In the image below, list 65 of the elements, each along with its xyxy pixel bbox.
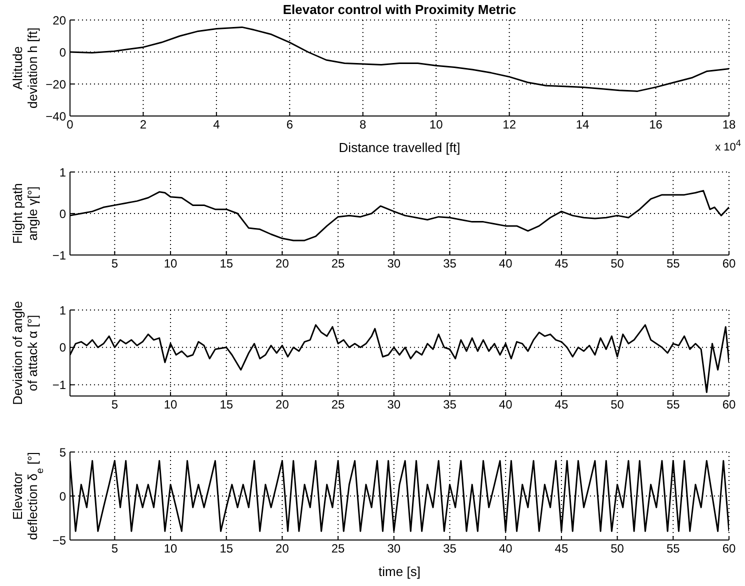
x-tick-label: 45 [554,542,568,556]
text: x 10$^{4}$ [715,138,741,154]
x-tick-label: 30 [387,542,401,556]
y-tick-label: 1 [59,303,66,318]
y-axis-title: Altitude deviation h [ft] [10,28,40,108]
x-tick-label: 40 [498,398,513,412]
x-tick-label: 20 [276,256,290,271]
y-tick-label: −20 [46,77,66,92]
y-tick-label: −40 [46,109,66,124]
y-axis-title: Flight path angle γ[°] [10,183,40,244]
x-tick-label: 25 [331,542,346,556]
x-tick-label: 25 [331,256,346,271]
x-tick-label: 50 [610,542,624,556]
x-tick-label: 35 [443,256,457,271]
x-tick-label: 55 [666,398,680,412]
x-tick-label: 10 [164,256,178,271]
chart-title: Elevator control with Proximity Metric [282,2,518,17]
x-tick-label: 40 [498,256,513,271]
x-tick-label: 5 [111,398,118,412]
x-tick-label: 10 [164,542,178,556]
x-tick-label: 10 [164,398,178,412]
x-tick-label: 50 [610,256,624,271]
y-tick-label: 0 [59,45,66,60]
x-tick-label: 35 [443,398,457,412]
x-tick-label: 14 [576,118,590,132]
y-tick-label: 1 [59,165,66,180]
x-tick-label: 5 [111,256,118,271]
x-tick-label: 35 [443,542,457,556]
x-tick-label: 15 [220,256,234,271]
y-tick-label: 20 [52,13,66,28]
x-tick-label: 20 [276,398,290,412]
x-axis-title: Distance travelled [ft] [338,140,460,155]
x-tick-label: 8 [360,118,367,132]
x-tick-label: 45 [554,256,568,271]
x-tick-label: 20 [276,542,290,556]
x-tick-label: 2 [140,118,147,132]
x-tick-label: 55 [666,542,680,556]
x-tick-label: 30 [387,256,401,271]
x-tick-label: 16 [649,118,663,132]
x-tick-label: 15 [220,542,234,556]
x-tick-label: 55 [666,256,680,271]
y-tick-label: −5 [52,533,66,548]
x-axis-title: time [s] [378,564,420,579]
y-tick-label: −1 [52,248,66,262]
y-tick-label: 0 [59,340,66,355]
x-tick-label: 4 [213,118,220,132]
x-tick-label: 10 [429,118,444,132]
x-tick-label: 25 [331,398,346,412]
x-tick-label: 60 [722,398,736,412]
x-tick-label: 5 [111,542,118,556]
x-tick-label: 60 [722,256,736,271]
y-tick-label: −1 [52,378,66,392]
x-tick-label: 45 [554,398,568,412]
x-tick-label: 60 [722,542,736,556]
x-tick-label: 12 [502,118,516,132]
x-tick-label: 18 [722,118,736,132]
x-tick-label: 30 [387,398,401,412]
x-tick-label: 40 [498,542,513,556]
y-tick-label: 0 [59,489,66,504]
y-tick-label: 0 [59,206,66,221]
x-tick-label: 6 [286,118,294,132]
y-axis-title: Deviation of angle of attack α [°] [10,300,40,406]
y-tick-label: 5 [59,445,66,460]
x-tick-label: 50 [610,398,624,412]
x-tick-label: 15 [220,398,234,412]
